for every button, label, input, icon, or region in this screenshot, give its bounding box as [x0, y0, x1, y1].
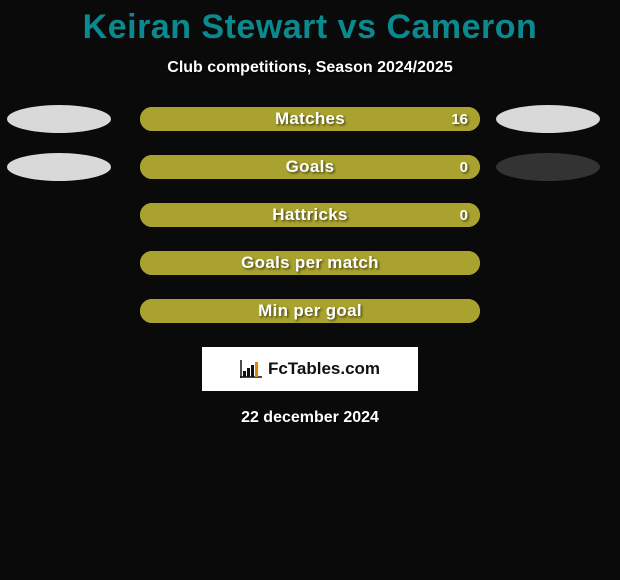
- stat-bar: Min per goal: [140, 299, 480, 323]
- stat-value: 0: [460, 203, 468, 227]
- stat-row: Hattricks0: [0, 203, 620, 227]
- date-label: 22 december 2024: [0, 409, 620, 427]
- player-right-oval: [496, 105, 600, 133]
- stat-value: 16: [451, 107, 468, 131]
- player-left-oval: [7, 153, 111, 181]
- player-right-oval: [496, 153, 600, 181]
- stat-value: 0: [460, 155, 468, 179]
- subtitle: Club competitions, Season 2024/2025: [0, 59, 620, 77]
- player-left-oval: [7, 105, 111, 133]
- stat-label: Hattricks: [140, 203, 480, 227]
- stat-rows: Matches16Goals0Hattricks0Goals per match…: [0, 107, 620, 323]
- stat-row: Matches16: [0, 107, 620, 131]
- stat-label: Goals per match: [140, 251, 480, 275]
- logo-text: FcTables.com: [268, 359, 380, 379]
- stat-row: Goals0: [0, 155, 620, 179]
- comparison-widget: Keiran Stewart vs Cameron Club competiti…: [0, 0, 620, 580]
- stat-label: Goals: [140, 155, 480, 179]
- fctables-logo[interactable]: FcTables.com: [202, 347, 418, 391]
- stat-row: Goals per match: [0, 251, 620, 275]
- stat-bar: Goals per match: [140, 251, 480, 275]
- stat-bar: Goals0: [140, 155, 480, 179]
- page-title: Keiran Stewart vs Cameron: [0, 0, 620, 47]
- stat-label: Matches: [140, 107, 480, 131]
- stat-label: Min per goal: [140, 299, 480, 323]
- stat-bar: Matches16: [140, 107, 480, 131]
- stat-bar: Hattricks0: [140, 203, 480, 227]
- stat-row: Min per goal: [0, 299, 620, 323]
- bar-chart-icon: [240, 360, 262, 378]
